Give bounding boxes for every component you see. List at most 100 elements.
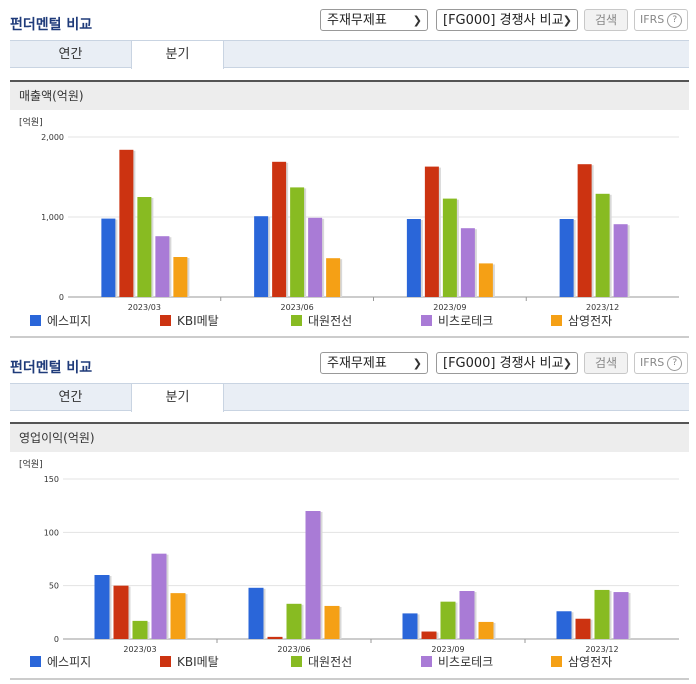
bar-KBI메탈-2023/12: [577, 164, 592, 297]
legend-label: KBI메탈: [177, 655, 219, 669]
y-tick-label: 100: [44, 528, 59, 537]
peer-group-value: [FG000] 경쟁사 비교: [443, 356, 564, 371]
unit-label: [억원]: [19, 458, 43, 470]
legend-item[interactable]: 대원전선: [291, 655, 352, 669]
y-tick-label: 0: [54, 635, 59, 644]
bar-대원전선-2023/03: [132, 620, 148, 639]
chevron-down-icon: ❯: [412, 14, 422, 27]
chart-legend: 에스피지 KBI메탈 대원전선 비츠로테크 삼영전자: [30, 655, 670, 671]
legend-label: 대원전선: [308, 655, 353, 669]
x-tick-label: 2023/06: [277, 645, 310, 654]
peer-group-select[interactable]: [FG000] 경쟁사 비교 ❯: [436, 352, 578, 374]
x-tick-label: 2023/12: [586, 303, 619, 312]
bar-에스피지-2023/03: [94, 575, 110, 639]
legend-item[interactable]: 에스피지: [30, 314, 91, 328]
statement-type-select[interactable]: 주재무제표 ❯: [320, 9, 428, 31]
tab-annual[interactable]: 연간: [58, 390, 83, 405]
bar-삼영전자-2023/03: [170, 593, 186, 639]
unit-label: [억원]: [19, 116, 43, 128]
legend-item[interactable]: KBI메탈: [160, 314, 219, 328]
search-button[interactable]: 검색: [584, 9, 628, 31]
bar-KBI메탈-2023/09: [424, 166, 439, 297]
bar-비츠로테크-2023/09: [459, 591, 475, 639]
x-tick-label: 2023/09: [433, 303, 466, 312]
chart-panel-title: 매출액(억원): [10, 80, 689, 110]
bar-에스피지-2023/12: [556, 611, 572, 639]
bar-비츠로테크-2023/06: [305, 511, 321, 639]
search-button[interactable]: 검색: [584, 352, 628, 374]
bar-삼영전자-2023/09: [478, 263, 493, 297]
tab-quarterly[interactable]: 분기: [131, 41, 224, 69]
peer-group-value: [FG000] 경쟁사 비교: [443, 13, 564, 28]
bar-KBI메탈-2023/06: [272, 161, 287, 297]
tab-quarterly[interactable]: 분기: [131, 384, 224, 412]
legend-item[interactable]: 비츠로테크: [421, 314, 493, 328]
bar-비츠로테크-2023/12: [613, 592, 629, 639]
bar-에스피지-2023/06: [248, 587, 264, 639]
peer-group-select[interactable]: [FG000] 경쟁사 비교 ❯: [436, 9, 578, 31]
bar-에스피지-2023/09: [406, 219, 421, 297]
bar-대원전선-2023/03: [137, 197, 152, 297]
bar-삼영전자-2023/03: [173, 257, 188, 297]
legend-label: KBI메탈: [177, 314, 219, 328]
legend-label: 비츠로테크: [438, 314, 494, 328]
legend-label: 에스피지: [47, 314, 92, 328]
y-tick-label: 150: [44, 475, 59, 484]
bar-삼영전자-2023/06: [326, 258, 341, 297]
bar-대원전선-2023/06: [290, 187, 305, 297]
statement-type-value: 주재무제표: [327, 13, 387, 28]
chart-panel-title: 영업이익(억원): [10, 422, 689, 452]
legend-item[interactable]: 삼영전자: [551, 314, 612, 328]
statement-type-value: 주재무제표: [327, 356, 387, 371]
statement-type-select[interactable]: 주재무제표 ❯: [320, 352, 428, 374]
revenue-chart: [억원] 0 1,000 2,000 2023/03 2023/06 2023/09 2023…: [19, 116, 679, 312]
bar-에스피지-2023/09: [402, 613, 418, 639]
x-tick-label: 2023/03: [128, 303, 161, 312]
fundamental-section-1: 펀더멘털 비교 주재무제표 ❯ [FG000] 경쟁사 비교 ❯ 검색 IFRS…: [10, 9, 689, 338]
legend-item[interactable]: 에스피지: [30, 655, 91, 669]
fundamental-section-2: 펀더멘털 비교 주재무제표 ❯ [FG000] 경쟁사 비교 ❯ 검색 IFRS…: [0, 342, 696, 684]
legend-label: 에스피지: [47, 655, 92, 669]
ifrs-help-button[interactable]: IFRS?: [634, 352, 688, 374]
legend-label: 삼영전자: [568, 655, 613, 669]
bar-KBI메탈-2023/03: [119, 149, 134, 297]
legend-swatch: [291, 315, 302, 326]
bar-대원전선-2023/09: [442, 198, 457, 297]
divider: [10, 678, 689, 680]
chevron-down-icon: ❯: [412, 357, 422, 370]
ifrs-help-button[interactable]: IFRS?: [634, 9, 688, 31]
help-icon: ?: [667, 12, 683, 28]
legend-swatch: [30, 656, 41, 667]
divider: [10, 336, 689, 338]
legend-item[interactable]: KBI메탈: [160, 655, 219, 669]
legend-swatch: [291, 656, 302, 667]
legend-swatch: [30, 315, 41, 326]
legend-item[interactable]: 대원전선: [291, 314, 352, 328]
bar-대원전선-2023/06: [286, 603, 302, 639]
y-tick-label: 2,000: [41, 133, 64, 142]
x-tick-label: 2023/06: [281, 303, 314, 312]
legend-swatch: [421, 315, 432, 326]
bar-대원전선-2023/12: [595, 193, 610, 297]
bar-비츠로테크-2023/03: [155, 236, 170, 297]
section-title: 펀더멘털 비교: [10, 17, 93, 33]
tab-annual[interactable]: 연간: [58, 47, 83, 62]
period-tabs: 연간 분기: [10, 383, 689, 412]
legend-swatch: [160, 656, 171, 667]
legend-item[interactable]: 비츠로테크: [421, 655, 493, 669]
legend-swatch: [551, 656, 562, 667]
section-title: 펀더멘털 비교: [10, 360, 93, 376]
operating-profit-chart: [억원] 0 50 100 150 2023/03 2023/06 2023/09 2023/1…: [19, 458, 679, 654]
help-icon: ?: [667, 355, 683, 371]
bar-비츠로테크-2023/12: [613, 224, 628, 297]
bar-삼영전자-2023/09: [478, 621, 494, 639]
bar-비츠로테크-2023/09: [460, 228, 475, 297]
bar-대원전선-2023/12: [594, 589, 610, 639]
bar-KBI메탈-2023/12: [575, 618, 591, 639]
legend-label: 삼영전자: [568, 314, 613, 328]
x-tick-label: 2023/03: [123, 645, 156, 654]
bar-삼영전자-2023/06: [324, 605, 340, 639]
y-tick-label: 0: [59, 293, 64, 302]
legend-item[interactable]: 삼영전자: [551, 655, 612, 669]
legend-label: 비츠로테크: [438, 655, 494, 669]
